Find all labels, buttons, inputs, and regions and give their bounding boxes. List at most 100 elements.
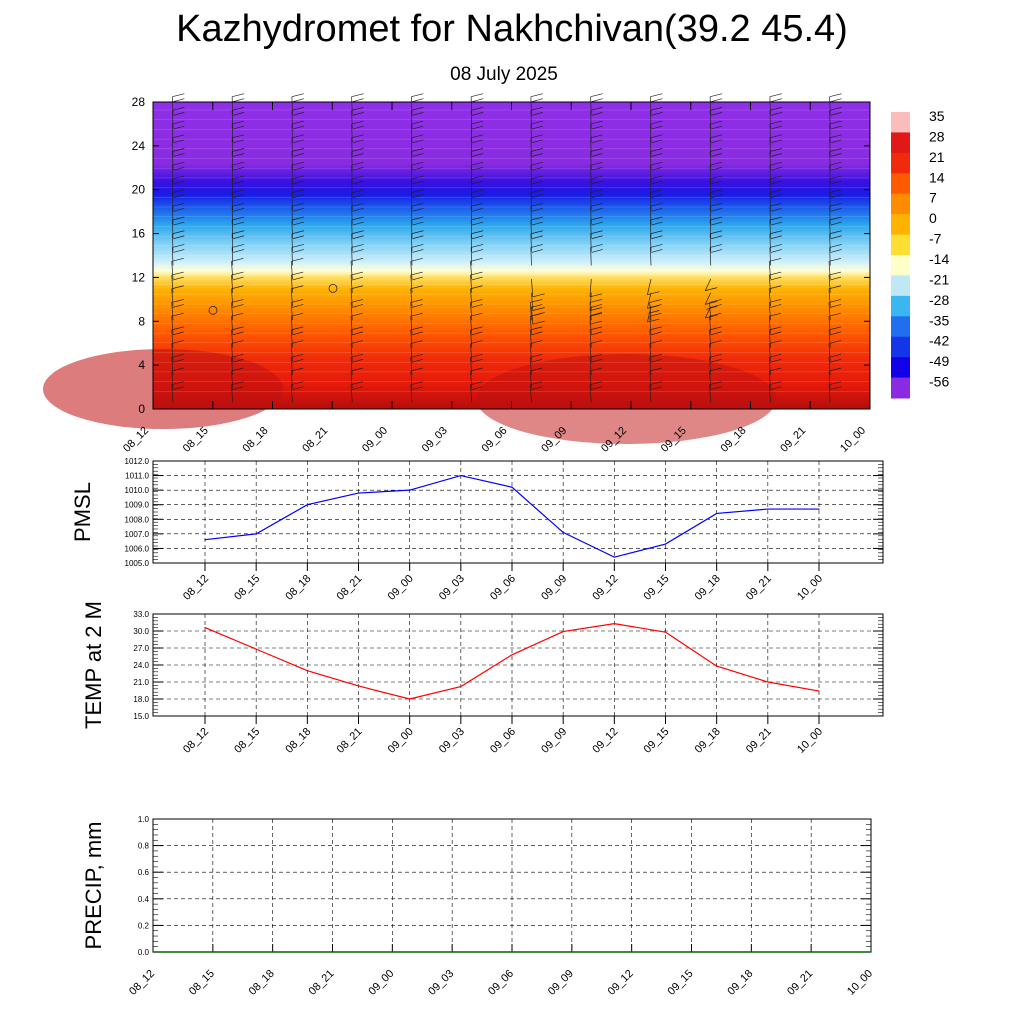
x-tick-label: 08_18 (283, 726, 313, 756)
wind-barb (290, 343, 293, 362)
wind-barb (470, 258, 483, 262)
wind-barb (710, 161, 723, 166)
wind-barb (828, 367, 842, 372)
wind-barb (590, 331, 603, 336)
x-tick-label: 08_12 (181, 573, 211, 603)
x-tick-label: 09_21 (785, 968, 815, 998)
wind-barb (171, 302, 174, 321)
wind-barb (589, 343, 592, 362)
wind-barb (471, 358, 483, 363)
wind-barb (232, 331, 244, 336)
wind-barb (769, 178, 771, 197)
wind-barb (770, 276, 782, 281)
wind-barb (290, 288, 293, 307)
wind-barb (350, 357, 353, 376)
wind-barb (172, 202, 185, 207)
wind-barb (292, 276, 304, 281)
wind-barb (412, 166, 424, 171)
wind-barb (470, 96, 473, 115)
wind-barb (232, 216, 245, 221)
wind-barb (709, 384, 712, 403)
wind-barb (471, 386, 483, 391)
wind-barb (711, 249, 723, 253)
y-tick-label: 24.0 (133, 661, 149, 670)
wind-barb (171, 384, 174, 403)
wind-barb (350, 275, 353, 293)
wind-barb (650, 331, 662, 336)
wind-barb (171, 288, 174, 307)
wind-barb (828, 384, 831, 403)
wind-barb (410, 326, 423, 331)
wind-barb (829, 386, 842, 391)
y-tick-label: 27.0 (133, 644, 149, 653)
wind-barb (291, 137, 293, 156)
wind-barb (529, 384, 532, 403)
wind-barb (172, 124, 174, 143)
wind-barb (769, 110, 771, 129)
wind-barb (830, 194, 842, 198)
wind-barb (410, 312, 423, 317)
wind-barb (231, 285, 244, 290)
wind-barb (647, 291, 660, 296)
wind-barb (292, 112, 304, 116)
wind-barb (411, 189, 424, 193)
wind-barb (231, 299, 244, 303)
wind-barb (650, 148, 663, 152)
wind-barb (768, 370, 771, 389)
wind-barb (589, 293, 603, 298)
wind-barb (292, 221, 304, 226)
wind-barb (589, 384, 592, 403)
wind-barb (472, 249, 484, 253)
data-point (511, 486, 513, 488)
wind-barb (769, 220, 771, 238)
wind-barb (351, 175, 364, 180)
wind-barb (651, 221, 663, 226)
colorbar-swatch (891, 152, 910, 174)
wind-barb (829, 175, 842, 180)
wind-barb (531, 358, 543, 363)
wind-barb (530, 165, 532, 184)
wind-barb (648, 310, 660, 314)
wind-barb (828, 329, 831, 348)
wind-barb (651, 112, 663, 116)
wind-barb (411, 230, 424, 235)
wind-barb (530, 93, 543, 98)
wind-barb (650, 120, 663, 125)
wind-barb (650, 358, 662, 363)
wind-barb (232, 202, 245, 207)
wind-barb (233, 112, 245, 116)
wind-barb (291, 271, 304, 276)
wind-barb (411, 233, 413, 252)
wind-barb (590, 192, 592, 211)
wind-barb (829, 120, 842, 125)
wind-barb (172, 178, 174, 197)
wind-barb (829, 161, 842, 166)
y-tick-label: 1007.0 (125, 530, 150, 539)
wind-barb (709, 220, 712, 238)
wind-barb (650, 175, 663, 180)
y-tick-label: 0.4 (138, 895, 150, 904)
data-point (716, 512, 718, 515)
x-tick-label: 08_12 (127, 968, 157, 998)
wind-barb (530, 381, 543, 386)
x-tick-label: 09_06 (480, 425, 510, 455)
y-tick-label: 1.0 (138, 815, 150, 824)
wind-barb (351, 192, 353, 211)
wind-barb (172, 165, 174, 184)
x-tick-label: 09_06 (488, 726, 518, 756)
wind-barb (829, 151, 831, 170)
x-tick-label: 09_12 (590, 726, 620, 756)
wind-barb (351, 137, 353, 156)
wind-barb (231, 271, 244, 276)
wind-barb (351, 233, 353, 252)
wind-barb (770, 139, 782, 144)
wind-barb (768, 261, 771, 280)
wind-barb (231, 247, 234, 266)
colorbar-label: -21 (929, 271, 949, 287)
wind-barb (769, 107, 782, 111)
wind-barb (531, 98, 543, 103)
x-tick-label: 09_03 (420, 425, 450, 455)
wind-barb (352, 112, 364, 116)
wind-barb (769, 124, 771, 143)
wind-barb (531, 331, 543, 336)
